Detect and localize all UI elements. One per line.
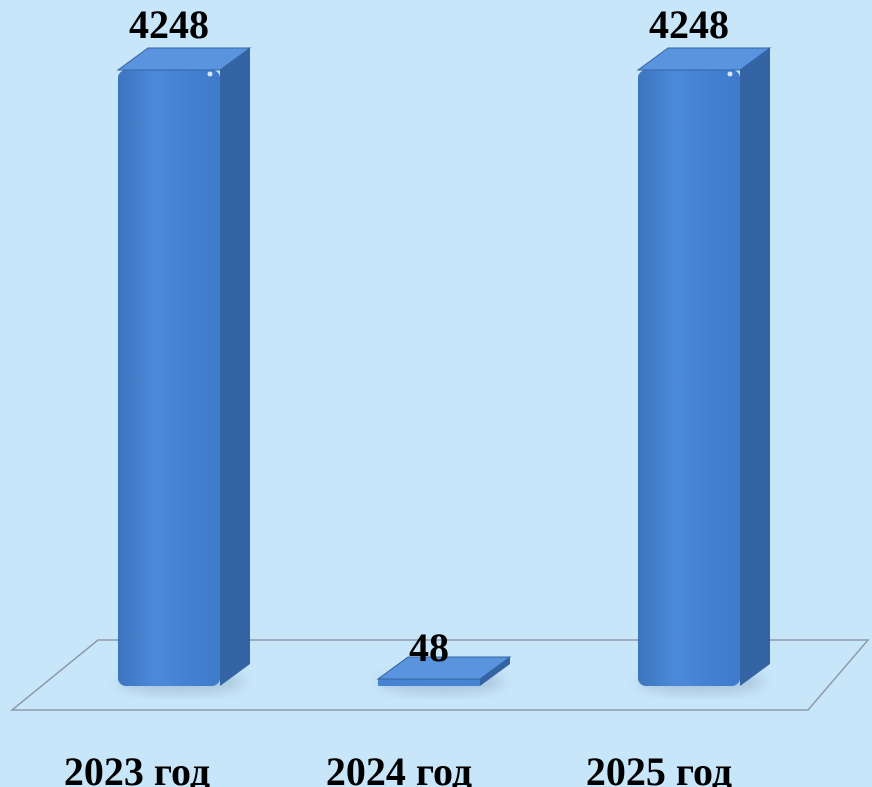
bar-top-face [116,47,252,71]
bar-side-face [480,657,510,686]
bar-1 [116,47,252,694]
bar-highlight [727,71,733,77]
bar-top-face [376,656,512,680]
data-label-2: 48 [409,625,449,670]
bar-3 [636,47,772,694]
bar-top-face [636,47,772,71]
bar-front-face [378,679,480,686]
bar-side-face [220,48,250,686]
data-label-3: 4248 [649,2,729,47]
bar-highlight [207,71,213,77]
chart-floor [9,639,870,711]
x-tick-label-1: 2023 год [64,749,210,787]
bar-front-face [638,70,740,686]
bar-side-face [740,48,770,686]
floor-plane [9,639,870,711]
bar-front-face [118,70,220,686]
x-tick-label-2: 2024 год [326,749,472,787]
data-label-1: 4248 [129,2,209,47]
data-labels: 4248 48 4248 [129,2,729,670]
bars [116,47,772,694]
bar-2 [376,656,512,694]
x-tick-label-3: 2025 год [586,749,732,787]
x-tick-labels: 2023 год 2024 год 2025 год [64,749,732,787]
